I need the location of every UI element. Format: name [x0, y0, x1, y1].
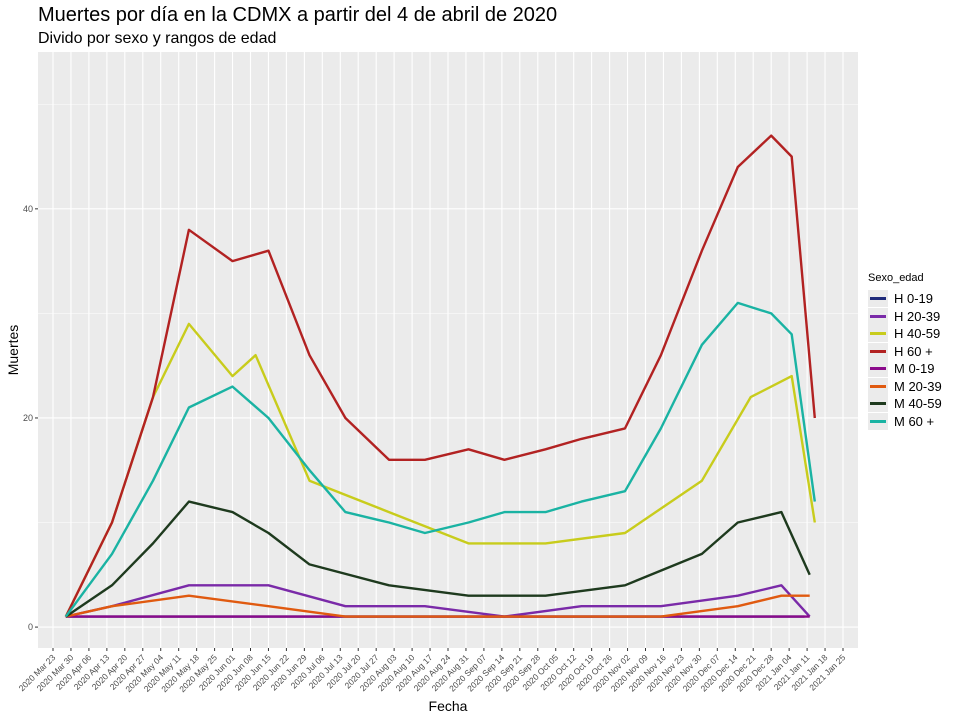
series-line-m-40-59: [65, 500, 811, 618]
series-line-h-60: [64, 134, 816, 618]
legend-label: H 60 +: [894, 343, 933, 359]
legend-item: M 0-19: [868, 360, 942, 378]
legend-label: M 0-19: [894, 361, 935, 377]
legend-key: [868, 377, 888, 395]
legend-key: [868, 307, 888, 325]
legend-item: M 60 +: [868, 412, 942, 431]
legend-key: [868, 325, 888, 343]
y-tick-label: 40: [23, 204, 33, 214]
legend-item: H 0-19: [868, 290, 942, 308]
legend-key: [868, 395, 888, 413]
legend-key: [868, 360, 888, 378]
legend-item: H 40-59: [868, 325, 942, 343]
series-line-m-20-39: [65, 594, 810, 618]
x-axis-label: Fecha: [429, 698, 468, 714]
y-tick-label: 0: [28, 622, 33, 632]
legend-key: [868, 412, 888, 430]
legend-label: M 20-39: [894, 378, 942, 394]
y-axis-ticks: 0 20 40: [23, 204, 38, 632]
legend-title: Sexo_edad: [868, 272, 924, 284]
legend-label: M 60 +: [894, 413, 935, 429]
legend-item: H 20-39: [868, 307, 942, 326]
series-lines: [64, 134, 816, 618]
legend-key: [868, 290, 888, 308]
legend-item: H 60 +: [868, 342, 942, 361]
legend: Sexo_edad H 0-19 H 20-39 H 40-59 H 60 + M 0-…: [868, 272, 942, 430]
legend-label: M 40-59: [894, 396, 942, 412]
series-line-m-60: [64, 301, 816, 618]
legend-item: M 20-39: [868, 377, 942, 396]
legend-key: [868, 342, 888, 360]
legend-label: H 40-59: [894, 326, 941, 342]
legend-label: H 20-39: [894, 308, 941, 324]
series-line-h-40-59: [64, 322, 816, 618]
chart-title: Muertes por día en la CDMX a partir del …: [38, 4, 558, 26]
series-line-h-20-39: [65, 584, 811, 618]
legend-label: H 0-19: [894, 291, 934, 307]
chart-subtitle: Divido por sexo y rangos de edad: [38, 30, 277, 47]
y-axis-label: Muertes: [5, 325, 21, 376]
gridlines: [38, 52, 858, 648]
legend-item: M 40-59: [868, 395, 942, 413]
y-tick-label: 20: [23, 413, 33, 423]
